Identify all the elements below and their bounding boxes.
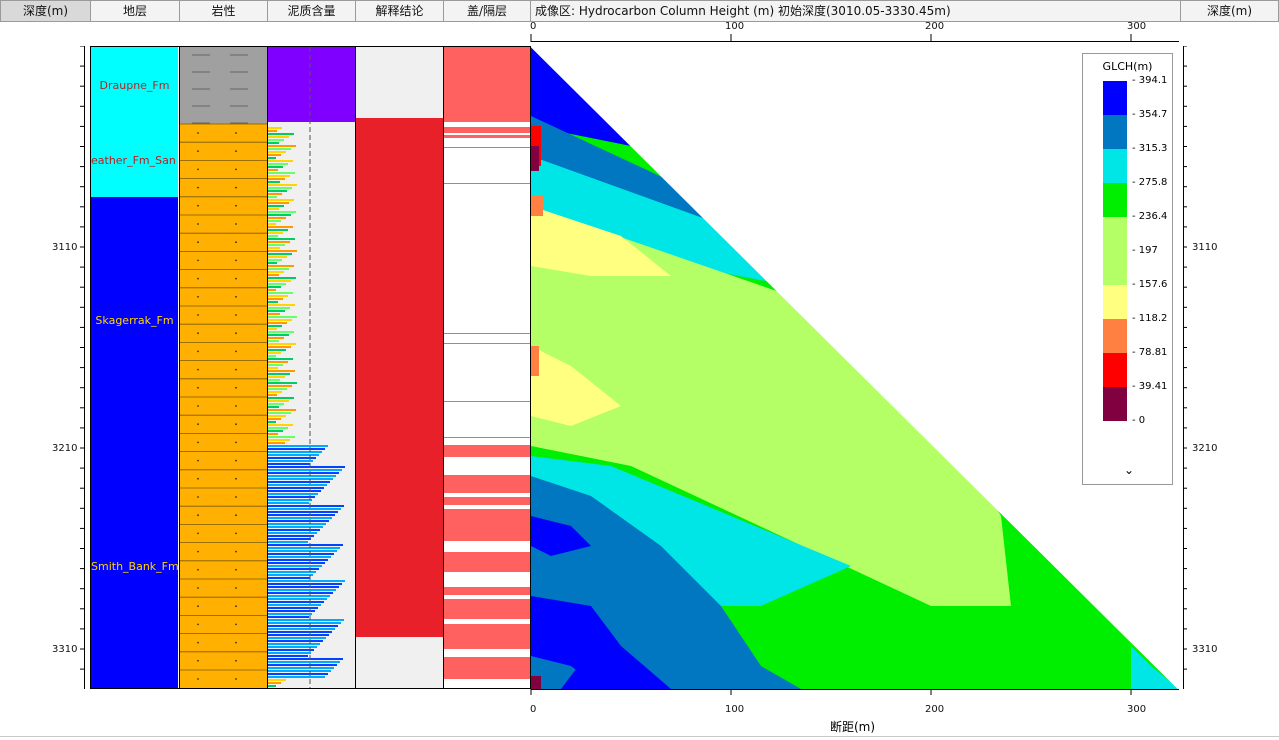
legend-label: - 78.81 bbox=[1132, 347, 1168, 358]
formation-label: Skagerrak_Fm bbox=[95, 313, 174, 327]
legend-swatch bbox=[1103, 81, 1127, 115]
legend-label: - 275.8 bbox=[1132, 177, 1168, 188]
legend-swatch bbox=[1103, 353, 1127, 387]
legend-swatch bbox=[1103, 217, 1127, 251]
legend-label: - 157.6 bbox=[1132, 279, 1168, 290]
formation-heather-sand[interactable]: eather_Fm_San bbox=[91, 123, 178, 198]
depth-label-right-3210: 3210 bbox=[1192, 443, 1218, 454]
shale-content-track bbox=[267, 46, 356, 689]
depth-label-right-3110: 3110 bbox=[1192, 242, 1218, 253]
left-depth-axis bbox=[84, 46, 85, 689]
seal-layer-track bbox=[443, 46, 531, 689]
depth-label-3110: 3110 bbox=[52, 242, 78, 253]
top-axis-ticks bbox=[530, 34, 1132, 42]
legend-label: - 354.7 bbox=[1132, 109, 1168, 120]
top-tick-200: 200 bbox=[925, 21, 945, 32]
header-imaging-area[interactable]: 成像区: Hydrocarbon Column Height (m) 初始深度(… bbox=[530, 0, 1181, 22]
interpretation-pay-zone[interactable] bbox=[356, 118, 443, 637]
shale-curve bbox=[268, 47, 355, 688]
interpretation-track bbox=[355, 46, 444, 689]
legend-swatch bbox=[1103, 183, 1127, 217]
imaging-area bbox=[530, 46, 1180, 689]
right-axis-ticks bbox=[1183, 46, 1187, 670]
legend-label: - 118.2 bbox=[1132, 313, 1168, 324]
depth-label-3210: 3210 bbox=[52, 443, 78, 454]
header-seal-layer[interactable]: 盖/隔层 bbox=[443, 0, 531, 22]
window-bottom-border bbox=[0, 736, 1279, 737]
header-formation[interactable]: 地层 bbox=[90, 0, 180, 22]
formation-label: Smith_Bank_Fm bbox=[91, 560, 178, 573]
bottom-tick-200: 200 bbox=[925, 704, 945, 715]
header-interpretation[interactable]: 解释结论 bbox=[355, 0, 444, 22]
formation-label: Draupne_Fm bbox=[99, 78, 170, 92]
formation-label: eather_Fm_San bbox=[91, 153, 176, 167]
legend-label: - 39.41 bbox=[1132, 381, 1168, 392]
formation-skagerrak[interactable]: Skagerrak_Fm bbox=[91, 197, 178, 444]
legend-title: GLCH(m) bbox=[1102, 60, 1153, 73]
depth-label-right-3310: 3310 bbox=[1192, 644, 1218, 655]
formation-smith-bank[interactable]: Smith_Bank_Fm bbox=[91, 443, 178, 688]
legend-swatch bbox=[1103, 149, 1127, 183]
bottom-tick-300: 300 bbox=[1127, 704, 1147, 715]
chevron-down-icon[interactable]: ⌄ bbox=[1123, 463, 1135, 477]
left-axis-ticks bbox=[80, 46, 84, 670]
top-distance-axis bbox=[531, 41, 1179, 42]
legend-swatch bbox=[1103, 251, 1127, 285]
glch-legend[interactable]: GLCH(m) - 394.1 - 354.7 - 315.3 - 275.8 - 23… bbox=[1082, 53, 1173, 485]
legend-swatch bbox=[1103, 319, 1127, 353]
top-tick-300: 300 bbox=[1127, 21, 1147, 32]
lithology-column bbox=[180, 47, 267, 688]
legend-label: - 0 bbox=[1132, 415, 1146, 426]
legend-color-bar bbox=[1103, 81, 1127, 455]
depth-label-3310: 3310 bbox=[52, 644, 78, 655]
bottom-distance-axis bbox=[531, 689, 1179, 690]
bottom-tick-0: 0 bbox=[530, 704, 537, 715]
header-lithology[interactable]: 岩性 bbox=[179, 0, 268, 22]
bottom-axis-ticks bbox=[530, 689, 1132, 695]
top-tick-100: 100 bbox=[725, 21, 745, 32]
formation-track: Draupne_Fm eather_Fm_San Skagerrak_Fm Sm… bbox=[90, 46, 180, 689]
legend-label: - 197 bbox=[1132, 245, 1158, 256]
distance-axis-label: 断距(m) bbox=[830, 720, 876, 734]
formation-draupne[interactable]: Draupne_Fm bbox=[91, 47, 178, 124]
top-tick-0: 0 bbox=[530, 21, 537, 32]
legend-label: - 315.3 bbox=[1132, 143, 1168, 154]
bottom-tick-100: 100 bbox=[725, 704, 745, 715]
legend-labels: - 394.1 - 354.7 - 315.3 - 275.8 - 236.4 - 197… bbox=[1128, 75, 1172, 455]
legend-swatch bbox=[1103, 285, 1127, 319]
legend-swatch bbox=[1103, 387, 1127, 421]
seal-bands bbox=[444, 47, 530, 679]
legend-label: - 236.4 bbox=[1132, 211, 1168, 222]
header-shale-content[interactable]: 泥质含量 bbox=[267, 0, 356, 22]
header-depth-right[interactable]: 深度(m) bbox=[1180, 0, 1279, 22]
legend-swatch bbox=[1103, 115, 1127, 149]
hydrocarbon-column-height-image bbox=[531, 46, 1180, 689]
legend-label: - 394.1 bbox=[1132, 75, 1168, 86]
header-depth-left[interactable]: 深度(m) bbox=[0, 0, 91, 22]
lithology-track bbox=[179, 46, 268, 689]
